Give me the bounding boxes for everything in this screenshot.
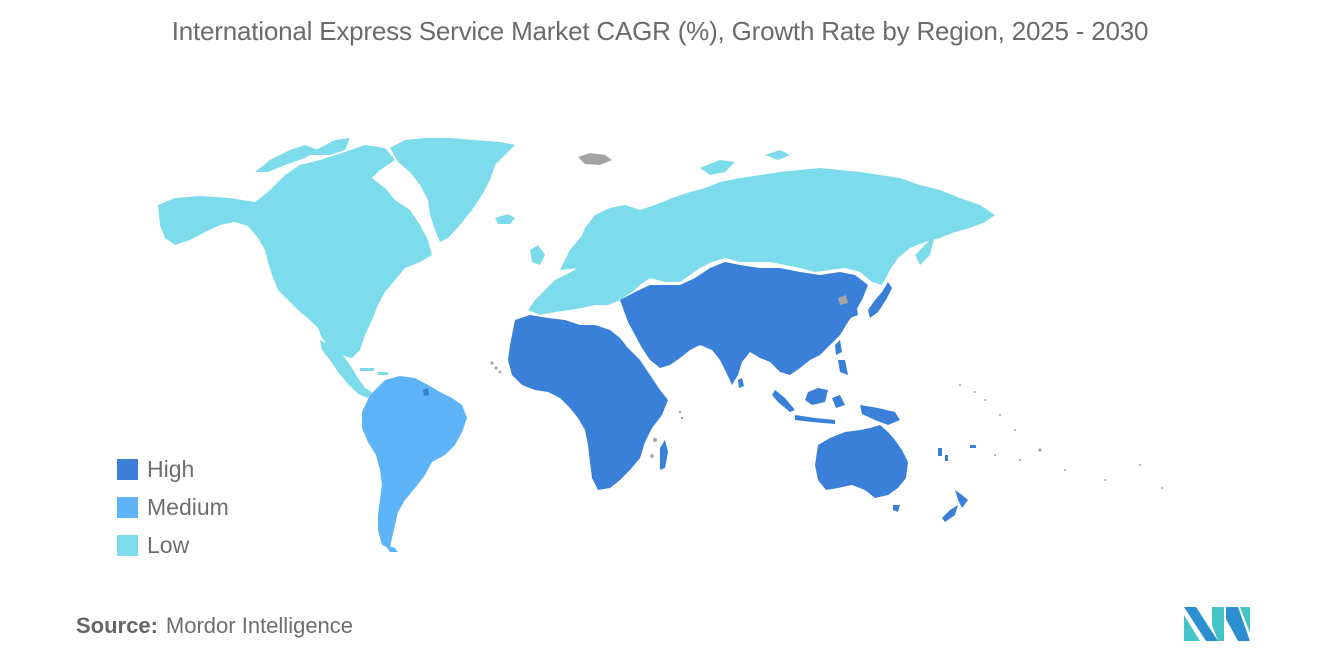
region-europe-russia — [528, 150, 995, 315]
region-no-data — [490, 153, 1163, 489]
mordor-intelligence-logo-icon — [1184, 607, 1250, 641]
legend-item-low: Low — [117, 526, 229, 564]
legend-item-medium: Medium — [117, 488, 229, 526]
legend-item-high: High — [117, 450, 229, 488]
legend-label: High — [147, 455, 195, 482]
legend: High Medium Low — [117, 450, 229, 564]
source-label: Source: — [76, 613, 158, 638]
chart-title: International Express Service Market CAG… — [171, 16, 1149, 46]
region-north-america — [158, 138, 515, 398]
legend-swatch-low — [117, 534, 138, 556]
legend-swatch-high — [117, 458, 138, 480]
region-south-america — [362, 376, 467, 552]
region-french-guiana — [423, 388, 429, 396]
source-attribution: Source: Mordor Intelligence — [76, 613, 353, 639]
legend-label: Medium — [147, 493, 229, 520]
legend-label: Low — [147, 531, 190, 558]
legend-swatch-medium — [117, 496, 138, 518]
source-value: Mordor Intelligence — [165, 613, 354, 638]
region-africa-asia — [508, 262, 976, 522]
